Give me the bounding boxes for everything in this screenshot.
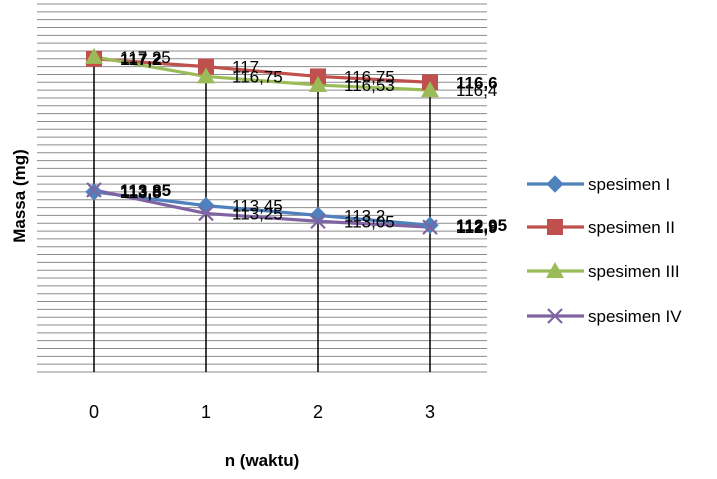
data-point-marker bbox=[309, 206, 327, 225]
data-label: 113,45 bbox=[232, 197, 283, 216]
data-label: 116,75 bbox=[344, 67, 395, 86]
data-label: 112,95 bbox=[456, 216, 507, 235]
data-point-marker bbox=[421, 81, 439, 98]
legend-marker bbox=[546, 175, 564, 193]
legend-marker bbox=[547, 308, 563, 324]
data-point-marker bbox=[85, 47, 103, 64]
legend-label: spesimen I bbox=[588, 175, 670, 194]
data-point-marker bbox=[85, 183, 103, 201]
legend-marker bbox=[547, 219, 563, 235]
data-label: 117,2 bbox=[120, 50, 162, 69]
data-label: 116,6 bbox=[456, 73, 498, 92]
data-point-marker bbox=[309, 76, 327, 93]
series-line bbox=[93, 188, 431, 229]
legend-label: spesimen II bbox=[588, 218, 675, 237]
series-line bbox=[93, 190, 431, 227]
data-label: 116,4 bbox=[456, 81, 497, 100]
legend-label: spesimen IV bbox=[588, 307, 682, 326]
data-label: 113,05 bbox=[344, 212, 395, 231]
data-point-marker bbox=[197, 67, 215, 84]
data-label: 113,8 bbox=[120, 183, 162, 202]
data-label: 117,25 bbox=[120, 48, 171, 67]
data-label: 116,75 bbox=[232, 67, 283, 86]
series-line bbox=[93, 57, 431, 84]
data-point-marker bbox=[310, 213, 326, 230]
series-line bbox=[93, 55, 431, 92]
x-tick-label: 3 bbox=[425, 402, 435, 422]
x-axis-title: n (waktu) bbox=[225, 451, 300, 470]
data-point-marker bbox=[198, 205, 214, 222]
data-label: 113,85 bbox=[120, 181, 171, 200]
data-label: 113,25 bbox=[232, 204, 283, 223]
y-axis-title: Massa (mg) bbox=[10, 149, 29, 243]
data-label: 116,53 bbox=[344, 76, 395, 95]
x-tick-label: 0 bbox=[89, 402, 99, 422]
data-label: 113,2 bbox=[344, 206, 385, 225]
data-label: 117 bbox=[232, 58, 259, 77]
x-tick-labels: 0 1 2 3 bbox=[89, 402, 435, 422]
legend: spesimen I spesimen II spesimen III spesime… bbox=[527, 175, 682, 326]
series-lines bbox=[93, 55, 431, 229]
x-tick-label: 1 bbox=[201, 402, 211, 422]
legend-label: spesimen III bbox=[588, 262, 680, 281]
data-point-marker bbox=[422, 219, 438, 235]
legend-marker bbox=[546, 262, 564, 278]
data-label: 112,9 bbox=[456, 218, 498, 237]
data-point-marker bbox=[198, 58, 214, 75]
x-tick-label: 2 bbox=[313, 402, 323, 422]
data-point-marker bbox=[86, 182, 102, 198]
series-markers bbox=[85, 47, 439, 235]
